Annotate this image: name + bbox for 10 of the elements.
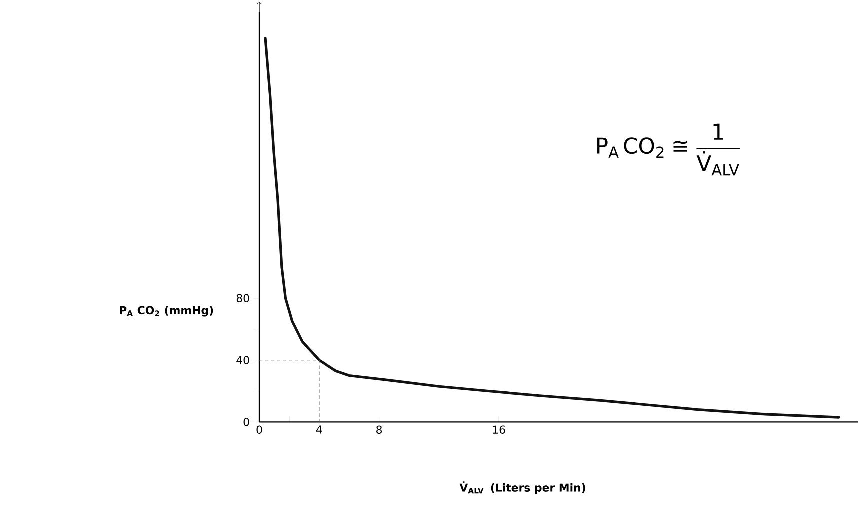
- x-tick-label: 0: [256, 426, 262, 434]
- y-axis-title: P$_{A}$ CO$_{2}$ (mmHg): [120, 306, 214, 317]
- y-tick-label: 0: [244, 418, 250, 426]
- y-tick-label: 40: [236, 356, 250, 364]
- x-tick-label: 4: [316, 426, 322, 434]
- y-tick-label: 80: [236, 294, 250, 302]
- x-axis-title: $\textbf{V̇}_{\textbf{ALV}}\;\;\textbf{(Liters per Min)}$: [460, 482, 586, 494]
- x-tick-label: 8: [376, 426, 382, 434]
- annotation: $\text{P}_{\text{A}}\,\text{CO}_{\text{2}} \mathrel{\text{≅}} \frac{\text{1}}{\text{V̇}_{\text{ALV}}}$: [598, 124, 740, 176]
- x-tick-label: 16: [493, 426, 506, 434]
